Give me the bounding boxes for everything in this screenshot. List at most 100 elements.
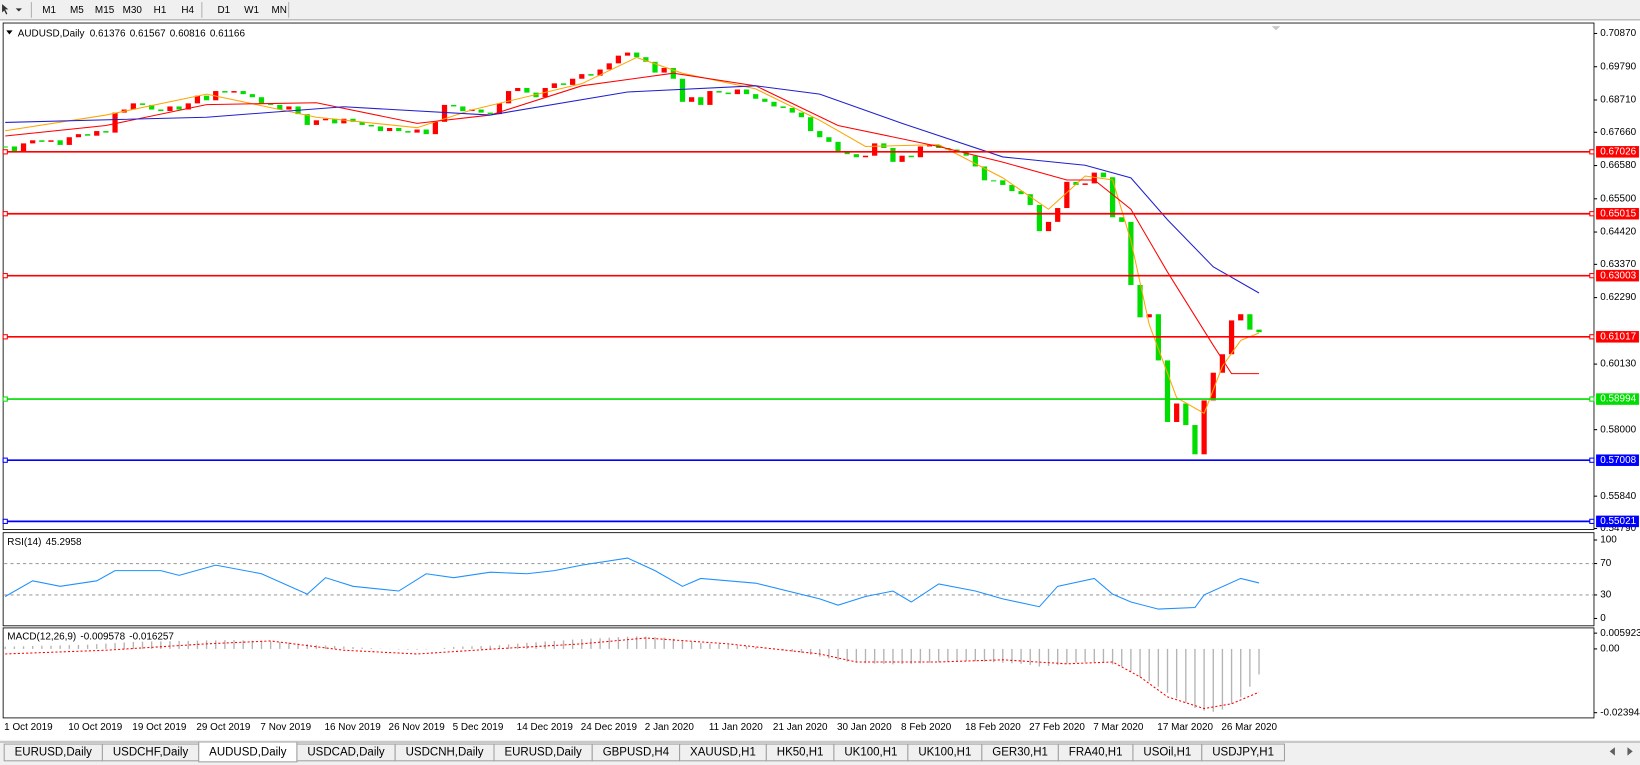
- x-tick-label: 17 Mar 2020: [1157, 722, 1213, 733]
- x-tick-label: 19 Oct 2019: [132, 722, 187, 733]
- timeframe-button[interactable]: H1: [154, 5, 167, 16]
- timeframe-button[interactable]: H4: [181, 5, 194, 16]
- chart-header: AUDUSD,Daily 0.61376 0.61567 0.60816 0.61166: [18, 28, 246, 39]
- candle: [725, 92, 731, 95]
- timeframe-button[interactable]: M30: [123, 5, 143, 16]
- candle: [1128, 221, 1134, 285]
- candle: [1183, 403, 1189, 426]
- candle: [487, 112, 493, 115]
- timeframe-button[interactable]: M15: [95, 5, 115, 16]
- timeframe-button[interactable]: M1: [42, 5, 56, 16]
- y-tick-label: 0: [1600, 613, 1606, 624]
- candle: [515, 87, 521, 92]
- x-tick-label: 5 Dec 2019: [453, 722, 504, 733]
- candle: [597, 69, 603, 76]
- candle: [1000, 180, 1006, 185]
- candle: [1018, 191, 1024, 195]
- candle: [753, 94, 759, 99]
- candle: [798, 112, 805, 118]
- tab-label[interactable]: UK100,H1: [844, 746, 897, 758]
- level-handle: [1589, 457, 1595, 463]
- timeframe-button[interactable]: D1: [217, 5, 230, 16]
- candle: [30, 140, 36, 144]
- candle: [496, 103, 503, 115]
- candle: [570, 78, 576, 85]
- candle: [377, 126, 384, 132]
- y-tick-label: 0.70870: [1600, 28, 1636, 39]
- candle: [304, 114, 310, 125]
- timeframe-button[interactable]: M5: [70, 5, 84, 16]
- candle: [789, 107, 795, 113]
- candle: [807, 117, 814, 132]
- candle: [1164, 360, 1171, 422]
- cursor-icon[interactable]: [2, 4, 9, 15]
- rsi-value: 45.2958: [46, 537, 82, 548]
- tab-label[interactable]: GER30,H1: [992, 746, 1048, 758]
- timeframe-button[interactable]: MN: [272, 5, 287, 16]
- tab[interactable]: [1201, 743, 1286, 762]
- tab-scroll-left[interactable]: [1609, 747, 1615, 756]
- candle: [1109, 177, 1116, 218]
- candle: [661, 67, 667, 73]
- tab-scroll-right[interactable]: [1627, 747, 1633, 756]
- level-handle: [2, 211, 8, 217]
- x-tick-label: 2 Jan 2020: [645, 722, 695, 733]
- tab-label[interactable]: USDCNH,Daily: [406, 746, 484, 758]
- tab-label[interactable]: FRA40,H1: [1069, 746, 1123, 758]
- candle: [350, 118, 356, 122]
- candle: [588, 74, 594, 76]
- candle: [1174, 403, 1180, 422]
- dropdown-arrow[interactable]: [15, 8, 22, 12]
- candle: [734, 89, 740, 95]
- candle: [560, 83, 567, 85]
- tab-label[interactable]: EURUSD,Daily: [504, 746, 582, 758]
- macd-header: MACD(12,26,9) -0.009578 -0.016257: [7, 631, 174, 642]
- level-handle: [2, 396, 8, 402]
- candle: [1256, 329, 1262, 333]
- tab-label[interactable]: EURUSD,Daily: [15, 746, 93, 758]
- candle: [2, 146, 8, 148]
- tab-label[interactable]: GBPUSD,H4: [603, 746, 670, 758]
- x-tick-label: 10 Oct 2019: [68, 722, 123, 733]
- moving-average: [5, 72, 1260, 375]
- x-tick-label: 18 Feb 2020: [965, 722, 1021, 733]
- tab-label[interactable]: USOil,H1: [1143, 746, 1191, 758]
- candle: [103, 131, 109, 133]
- y-tick-label: -0.023944: [1600, 707, 1640, 718]
- level-handle: [2, 273, 8, 279]
- candle: [48, 140, 54, 142]
- level-tag-label: 0.61017: [1600, 331, 1636, 342]
- candle: [1192, 425, 1198, 455]
- tab-label[interactable]: AUDUSD,Daily: [209, 746, 287, 758]
- candle: [698, 97, 704, 105]
- candle: [313, 120, 320, 125]
- candle: [1036, 204, 1042, 232]
- timeframe-button[interactable]: W1: [244, 5, 259, 16]
- candle: [57, 140, 63, 145]
- candle: [130, 103, 136, 110]
- candle: [11, 146, 17, 152]
- level-handle: [1589, 149, 1595, 155]
- y-tick-label: 0.62290: [1600, 292, 1636, 303]
- tab-label[interactable]: HK50,H1: [777, 746, 824, 758]
- tab-label[interactable]: USDCAD,Daily: [307, 746, 385, 758]
- x-tick-label: 21 Jan 2020: [773, 722, 828, 733]
- candle: [322, 118, 329, 121]
- tab-label[interactable]: USDCHF,Daily: [113, 746, 189, 758]
- candle: [167, 106, 173, 112]
- candle: [75, 134, 82, 138]
- candle: [707, 91, 713, 105]
- candle: [634, 52, 640, 58]
- candle: [222, 91, 228, 93]
- y-tick-label: 0.63370: [1600, 259, 1636, 270]
- y-tick-label: 0.65500: [1600, 193, 1636, 204]
- candle: [39, 140, 45, 142]
- x-tick-label: 7 Mar 2020: [1093, 722, 1144, 733]
- x-tick-label: 8 Feb 2020: [901, 722, 952, 733]
- tab-label[interactable]: USDJPY,H1: [1212, 746, 1274, 758]
- tab-label[interactable]: UK100,H1: [918, 746, 971, 758]
- tab-label[interactable]: XAUUSD,H1: [690, 746, 756, 758]
- candle: [954, 149, 960, 152]
